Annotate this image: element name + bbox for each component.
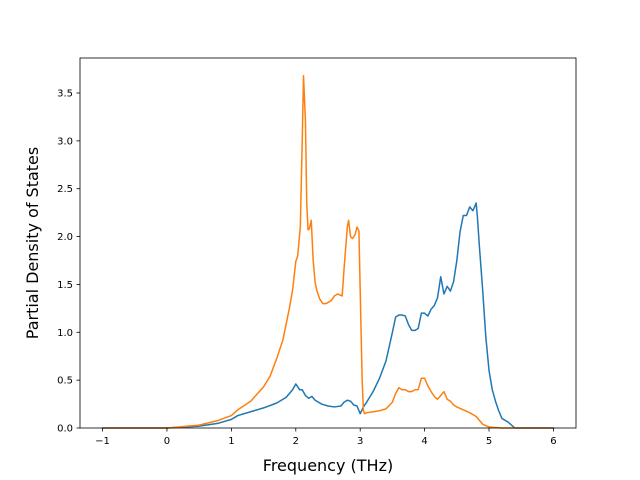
x-tick-label: 2 [293,436,299,447]
y-tick-label: 3.5 [57,89,73,100]
y-tick-label: 0.0 [57,424,73,435]
series-line-2 [101,75,555,429]
series-line-1 [101,202,555,429]
plot-background [80,58,576,428]
x-tick-label: 4 [421,436,427,447]
x-tick-label: 1 [228,436,234,447]
y-tick-label: 2.0 [57,232,73,243]
x-tick-label: 3 [357,436,363,447]
y-axis-label: Partial Density of States [23,147,42,339]
x-tick-label: 0 [164,436,170,447]
x-axis-ticks: −1 0 1 2 3 4 5 6 [95,428,557,447]
y-tick-label: 1.0 [57,328,73,339]
y-axis-ticks: 0.0 0.5 1.0 1.5 2.0 2.5 3.0 3.5 [57,89,80,435]
y-tick-label: 1.5 [57,280,73,291]
x-tick-label: 6 [550,436,556,447]
x-tick-label: −1 [95,436,110,447]
y-tick-label: 3.0 [57,136,73,147]
y-tick-label: 0.5 [57,376,73,387]
x-tick-label: 5 [486,436,492,447]
series-layer [101,75,555,429]
y-tick-label: 2.5 [57,184,73,195]
axes-layer [79,57,577,429]
plot-frame [79,57,577,429]
x-axis-label: Frequency (THz) [263,456,393,475]
